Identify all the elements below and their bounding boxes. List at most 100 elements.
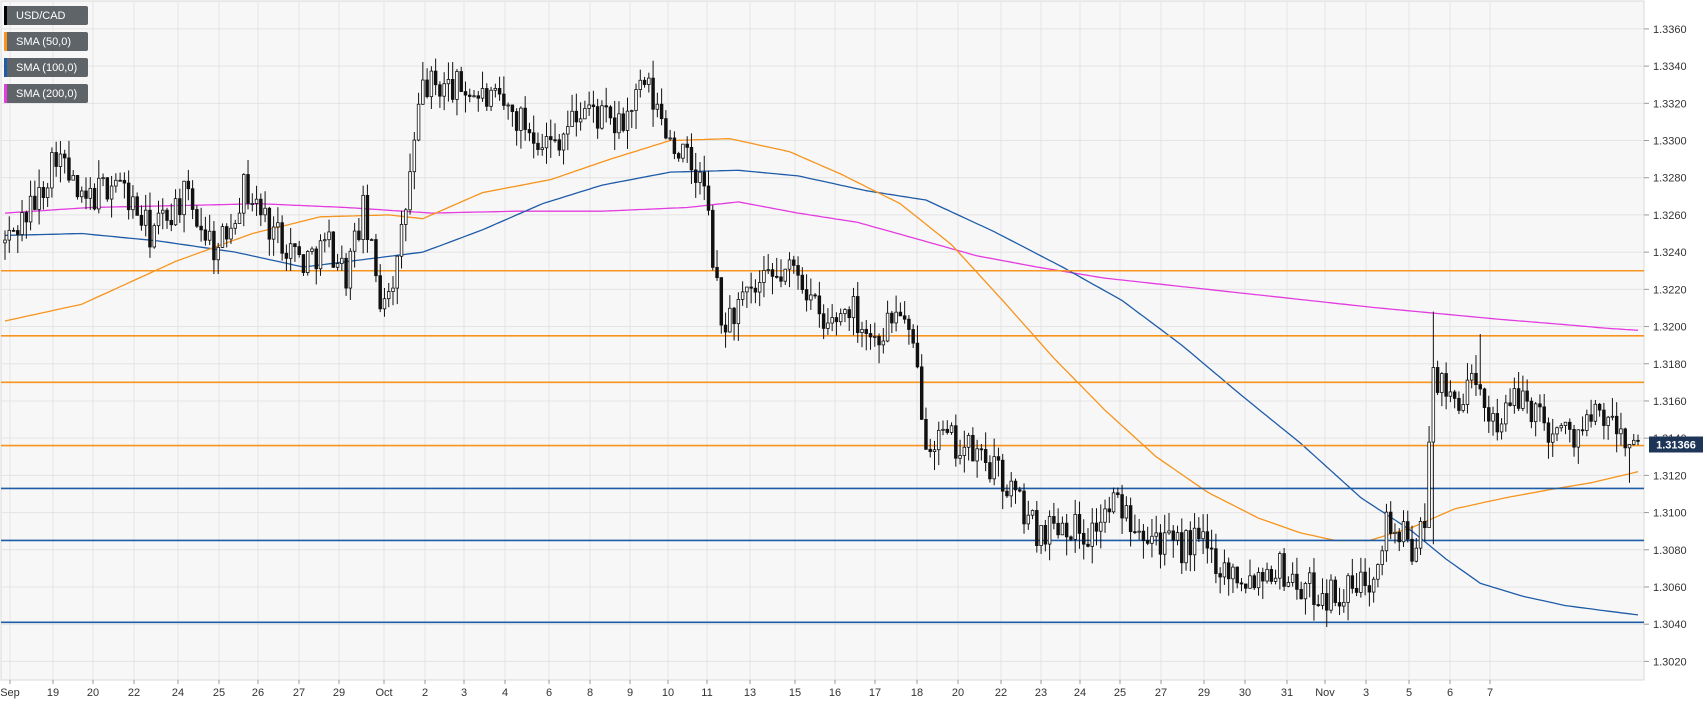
candle-body-up: [1150, 535, 1154, 544]
candle: [212, 221, 216, 275]
candle: [681, 143, 685, 163]
candle: [685, 136, 689, 163]
legend-item-sma200[interactable]: SMA (200,0): [4, 84, 88, 103]
candle-body-up: [1222, 562, 1227, 578]
candle: [1329, 574, 1333, 614]
candle-body-down: [1529, 400, 1534, 423]
candle-body-down: [1128, 505, 1133, 533]
candle-body-up: [340, 257, 344, 264]
candle-body-down: [1316, 604, 1320, 606]
candle: [1636, 434, 1640, 446]
candle: [851, 287, 856, 336]
candle: [254, 185, 259, 216]
candle-body-down: [1218, 573, 1222, 578]
candle-body-up: [1401, 521, 1406, 543]
candle-body-down: [1086, 543, 1090, 547]
candle-body-down: [719, 277, 724, 326]
legend-item-sma50[interactable]: SMA (50,0): [4, 32, 88, 51]
x-tick-label: 2: [422, 687, 428, 699]
legend-item-usdcad[interactable]: USD/CAD: [4, 6, 88, 25]
candle: [468, 88, 472, 103]
candle-body-up: [271, 226, 276, 240]
candle: [152, 223, 156, 249]
candle-body-down: [770, 269, 775, 277]
candle: [122, 172, 127, 199]
candle-body-down: [651, 77, 655, 110]
legend-item-sma100[interactable]: SMA (100,0): [4, 58, 88, 77]
candle-body-up: [71, 175, 75, 181]
x-tick-label: 18: [911, 687, 923, 699]
x-tick-label: 26: [252, 687, 264, 699]
candle-body-up: [843, 309, 847, 315]
candle: [237, 197, 242, 224]
candle-body-up: [638, 79, 643, 91]
candle: [84, 177, 88, 210]
candle-body-up: [1278, 553, 1282, 579]
candle: [67, 140, 71, 183]
candle-body-up: [1499, 423, 1504, 433]
candle: [775, 257, 779, 279]
candle: [267, 206, 272, 256]
candle: [161, 198, 165, 230]
x-tick-label: 11: [701, 687, 712, 699]
candle-body-down: [1525, 390, 1529, 402]
candle: [813, 293, 817, 299]
candle-body-down: [1052, 516, 1056, 524]
candle-body-up: [263, 207, 267, 216]
candle-body-down: [314, 248, 318, 270]
candle: [216, 242, 220, 274]
candle: [838, 308, 843, 326]
candle-body-up: [1090, 522, 1094, 547]
candle: [975, 439, 979, 478]
candle-body-down: [1180, 532, 1184, 564]
candle: [1614, 402, 1619, 453]
candle: [672, 131, 677, 160]
candle: [915, 325, 920, 369]
candle: [1214, 533, 1218, 584]
candle: [561, 132, 566, 165]
candle-body-down: [911, 329, 915, 344]
last-price-tag: 1.31366: [1649, 436, 1703, 453]
candle-body-down: [1145, 540, 1150, 544]
candle: [242, 173, 246, 227]
candle-body-down: [1209, 547, 1214, 550]
candle-body-up: [1175, 532, 1180, 541]
candle: [945, 420, 950, 435]
candle: [958, 439, 962, 465]
candle-body-down: [1107, 508, 1112, 513]
candle: [1363, 558, 1367, 596]
x-tick-label: 3: [1363, 687, 1369, 699]
candle: [1124, 496, 1129, 522]
candle: [962, 430, 967, 473]
candle-body-up: [932, 449, 937, 452]
candle-body-up: [570, 110, 574, 128]
candle-body-down: [796, 265, 800, 276]
candle-body-down: [1269, 569, 1274, 582]
candle-body-up: [1593, 403, 1598, 422]
y-tick-label: 1.3200: [1653, 322, 1687, 334]
candle-body-down: [557, 139, 562, 151]
legend-swatch-sma200: [4, 84, 7, 103]
candle: [514, 108, 519, 146]
candle: [800, 267, 805, 294]
candle: [698, 162, 702, 195]
candle: [1342, 589, 1346, 613]
candle: [305, 250, 310, 276]
candle-body-up: [1060, 522, 1065, 536]
candle-body-down: [1013, 480, 1018, 491]
candle: [873, 322, 877, 347]
x-tick-label: 9: [627, 687, 633, 699]
candle-body-up: [617, 113, 621, 134]
candle: [395, 255, 399, 305]
candle: [20, 200, 24, 242]
candle-body-down: [1235, 566, 1239, 584]
candle: [941, 420, 945, 436]
candle: [92, 183, 97, 211]
candle: [1461, 393, 1465, 413]
candle: [1081, 519, 1086, 560]
candle-body-down: [1597, 403, 1602, 411]
candle-body-up: [387, 291, 391, 300]
candle-body-down: [792, 259, 796, 266]
candle-body-down: [84, 190, 88, 199]
